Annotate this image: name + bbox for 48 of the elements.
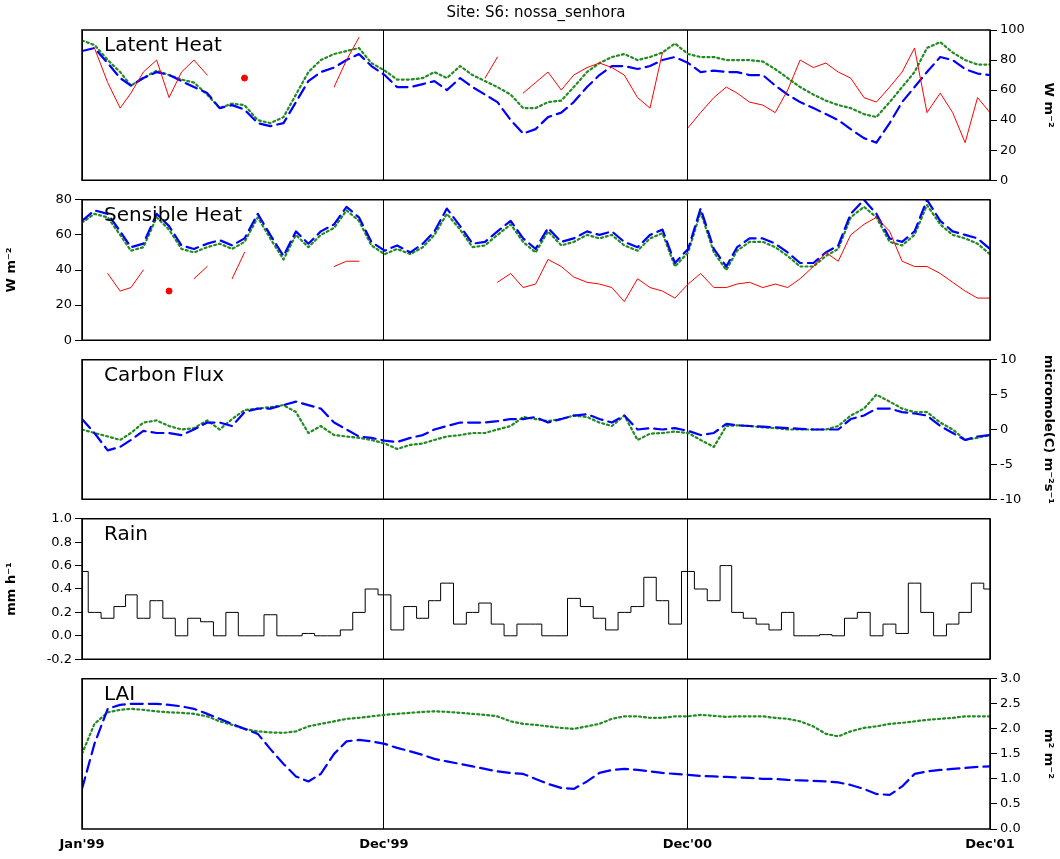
y2-tick-label: 5 — [1000, 386, 1009, 402]
y2-axis-title: m² m⁻² — [1041, 728, 1057, 779]
annotation: Sensible Heat — [104, 202, 243, 226]
y-tick-label: 0.8 — [51, 533, 72, 549]
line-series — [82, 702, 990, 797]
y2-tick-label: 0 — [1000, 171, 1009, 187]
y2-tick-label: 2.5 — [1000, 695, 1021, 711]
y-tick-label: -0.2 — [46, 650, 72, 666]
x-tick-label: Dec'99 — [359, 836, 409, 852]
y-tick-label: 20 — [55, 296, 72, 312]
annotation: Rain — [104, 521, 148, 545]
y2-axis-title: W m⁻² — [1041, 82, 1057, 128]
y-axis-title: W m⁻² — [3, 247, 19, 293]
y2-tick-label: 100 — [1000, 21, 1025, 37]
y-tick-label: 60 — [55, 226, 72, 242]
y-tick-label: 0.0 — [51, 627, 72, 643]
y2-tick-label: 10 — [1000, 351, 1017, 367]
y-tick-label: 0.2 — [51, 603, 72, 619]
y-tick-label: 0.6 — [51, 556, 72, 572]
y2-tick-label: 80 — [1000, 51, 1017, 67]
annotation: Carbon Flux — [104, 362, 225, 386]
y-tick-label: 40 — [55, 261, 72, 277]
y2-tick-label: -5 — [1000, 455, 1013, 471]
y2-tick-label: 0.0 — [1000, 820, 1021, 836]
y2-tick-label: 1.5 — [1000, 745, 1021, 761]
y2-tick-label: 40 — [1000, 111, 1017, 127]
y2-tick-label: 60 — [1000, 81, 1017, 97]
y-tick-label: 80 — [55, 191, 72, 207]
y2-tick-label: 0 — [1000, 420, 1009, 436]
y2-tick-label: 1.0 — [1000, 770, 1021, 786]
y2-tick-label: 2.0 — [1000, 720, 1021, 736]
y-tick-label: 1.0 — [51, 510, 72, 526]
x-tick-label: Jan'99 — [58, 836, 105, 852]
line-series — [82, 707, 990, 755]
y2-axis-title: micromole(C) m⁻²s⁻¹ — [1041, 354, 1057, 505]
line-series — [82, 39, 990, 125]
x-tick-label: Dec'01 — [965, 836, 1015, 852]
x-tick-label: Dec'00 — [662, 836, 713, 852]
y-tick-label: 0 — [63, 331, 72, 347]
y2-tick-label: 20 — [1000, 141, 1017, 157]
y-axis-title: mm h⁻¹ — [3, 562, 19, 616]
y2-tick-label: 3.0 — [1000, 670, 1021, 686]
annotation: LAI — [104, 681, 136, 705]
y-tick-label: 0.4 — [51, 580, 72, 596]
annotation: Latent Heat — [104, 32, 223, 57]
y2-tick-label: -10 — [1000, 490, 1022, 506]
chart-title: Site: S6: nossa_senhora — [446, 2, 626, 22]
y2-tick-label: 0.5 — [1000, 795, 1021, 811]
